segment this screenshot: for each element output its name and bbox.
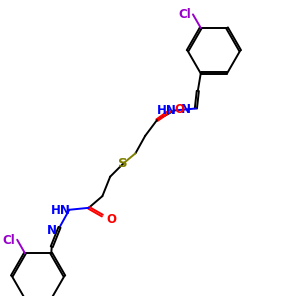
Text: Cl: Cl [2, 234, 15, 247]
Text: N: N [46, 224, 57, 237]
Text: O: O [174, 103, 184, 116]
Text: HN: HN [157, 104, 176, 118]
Text: S: S [118, 157, 128, 170]
Text: HN: HN [51, 204, 71, 217]
Text: N: N [181, 103, 191, 116]
Text: Cl: Cl [178, 8, 191, 21]
Text: O: O [106, 213, 116, 226]
